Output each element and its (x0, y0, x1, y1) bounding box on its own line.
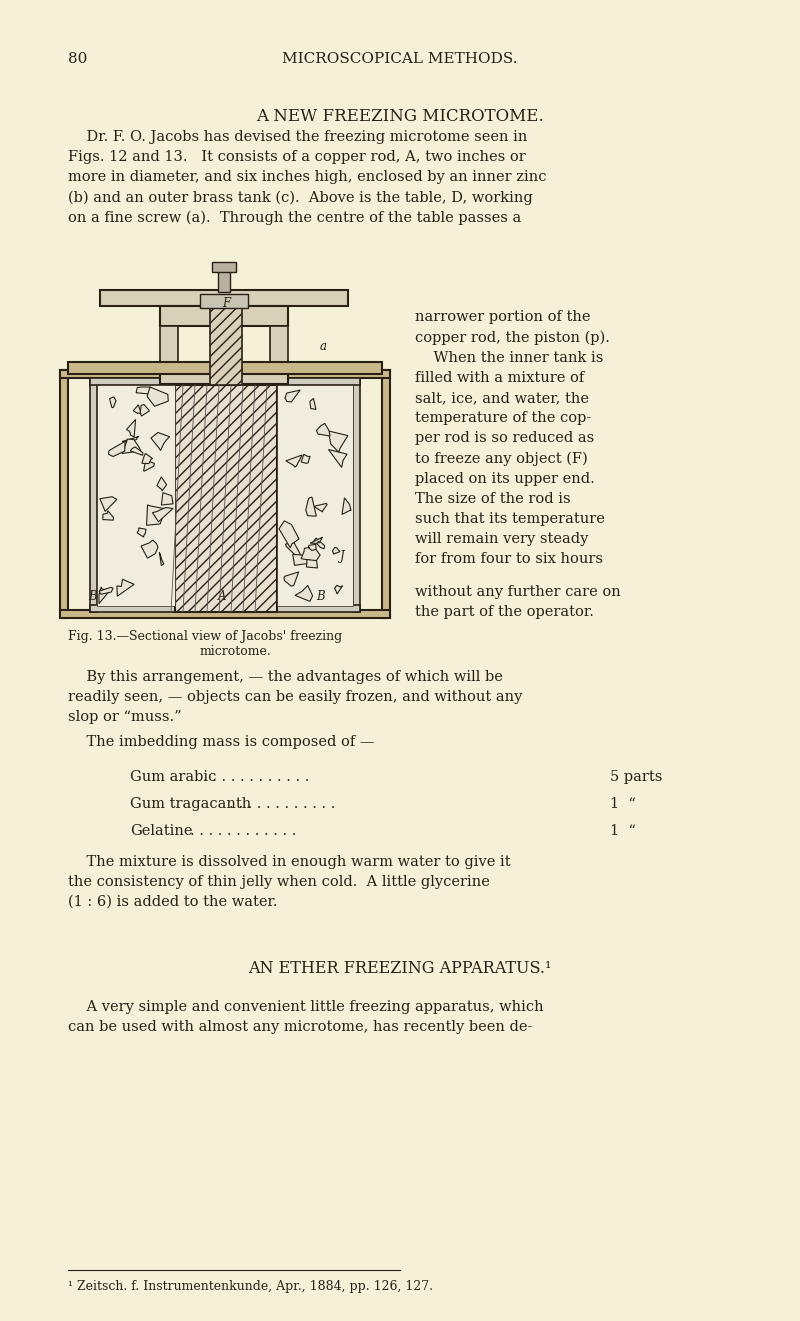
Bar (160, 306, 288, 326)
Text: A very simple and convenient little freezing apparatus, which
can be used with a: A very simple and convenient little free… (68, 1000, 544, 1034)
Polygon shape (110, 396, 116, 408)
Polygon shape (284, 572, 298, 587)
Polygon shape (141, 540, 158, 559)
Polygon shape (122, 439, 141, 453)
Text: Fig. 13.—Sectional view of Jacobs' freezing: Fig. 13.—Sectional view of Jacobs' freez… (68, 630, 342, 643)
Bar (200, 295, 248, 308)
Bar (218, 269, 230, 292)
Polygon shape (143, 458, 154, 472)
Polygon shape (306, 497, 316, 517)
Polygon shape (146, 505, 165, 526)
Polygon shape (136, 387, 152, 394)
Polygon shape (308, 544, 316, 551)
Text: ¹ Zeitsch. f. Instrumentenkunde, Apr., 1884, pp. 126, 127.: ¹ Zeitsch. f. Instrumentenkunde, Apr., 1… (68, 1280, 433, 1293)
Text: without any further care on
the part of the operator.: without any further care on the part of … (415, 585, 621, 620)
Polygon shape (293, 555, 314, 565)
Text: The imbedding mass is composed of —: The imbedding mass is composed of — (68, 734, 374, 749)
Polygon shape (314, 538, 325, 548)
Bar (60, 610, 390, 618)
Bar (55, 285, 395, 625)
Polygon shape (310, 538, 322, 543)
Bar (277, 384, 353, 606)
Text: AN ETHER FREEZING APPARATUS.¹: AN ETHER FREEZING APPARATUS.¹ (248, 960, 552, 978)
Text: Gum tragacanth: Gum tragacanth (130, 797, 251, 811)
Text: A NEW FREEZING MICROTOME.: A NEW FREEZING MICROTOME. (256, 108, 544, 125)
Bar (90, 378, 97, 612)
Text: 1  “: 1 “ (610, 824, 636, 838)
Polygon shape (140, 404, 150, 416)
Polygon shape (102, 511, 114, 520)
Bar (160, 373, 288, 384)
Text: microtome.: microtome. (200, 645, 272, 658)
Polygon shape (328, 431, 348, 452)
Text: . . . . . . . . . . . .: . . . . . . . . . . . . (229, 797, 335, 811)
Text: 1  “: 1 “ (610, 797, 636, 811)
Text: Gelatine: Gelatine (130, 824, 193, 838)
Bar (212, 262, 236, 272)
Bar (60, 370, 390, 378)
Polygon shape (130, 446, 143, 456)
Bar (90, 378, 360, 384)
Polygon shape (99, 588, 113, 594)
Polygon shape (301, 454, 310, 464)
Polygon shape (317, 423, 330, 436)
Bar (100, 291, 348, 306)
Text: The mixture is dissolved in enough warm water to give it
the consistency of thin: The mixture is dissolved in enough warm … (68, 855, 510, 909)
Bar (270, 326, 288, 376)
Bar (68, 362, 382, 374)
Polygon shape (126, 420, 135, 437)
Polygon shape (151, 432, 170, 450)
Text: 5 parts: 5 parts (610, 770, 662, 783)
Polygon shape (314, 503, 327, 513)
Text: narrower portion of the
copper rod, the piston (p).
    When the inner tank is
f: narrower portion of the copper rod, the … (415, 310, 610, 565)
Text: . . . . . . . . . . . .: . . . . . . . . . . . . (203, 770, 310, 783)
Polygon shape (310, 399, 316, 410)
Polygon shape (329, 449, 347, 468)
Text: A: A (218, 590, 226, 602)
Text: 80: 80 (68, 52, 87, 66)
Bar (160, 326, 178, 376)
Text: Gum arabic: Gum arabic (130, 770, 216, 783)
Polygon shape (295, 585, 313, 601)
Polygon shape (117, 580, 134, 596)
Polygon shape (122, 436, 139, 441)
Text: J: J (340, 550, 345, 563)
Polygon shape (342, 498, 351, 514)
Polygon shape (159, 552, 164, 565)
Text: Dr. F. O. Jacobs has devised the freezing microtome seen in
Figs. 12 and 13.   I: Dr. F. O. Jacobs has devised the freezin… (68, 129, 546, 226)
Text: B: B (88, 590, 97, 602)
Polygon shape (137, 528, 146, 538)
Polygon shape (306, 560, 318, 568)
Bar (210, 306, 242, 384)
Text: . . . . . . . . . . . .: . . . . . . . . . . . . (190, 824, 296, 838)
Polygon shape (334, 585, 342, 594)
Polygon shape (99, 587, 110, 604)
Polygon shape (162, 493, 173, 505)
Polygon shape (333, 548, 340, 553)
Polygon shape (279, 520, 299, 548)
Polygon shape (286, 543, 302, 557)
Text: F: F (222, 297, 230, 310)
Polygon shape (134, 404, 142, 413)
Bar (60, 370, 68, 618)
Bar (97, 384, 175, 606)
Bar (90, 605, 360, 612)
Text: MICROSCOPICAL METHODS.: MICROSCOPICAL METHODS. (282, 52, 518, 66)
Polygon shape (109, 441, 125, 457)
Bar (175, 384, 277, 612)
Polygon shape (147, 387, 168, 407)
Polygon shape (153, 507, 173, 522)
Text: B: B (316, 590, 325, 602)
Polygon shape (157, 477, 166, 491)
Text: a: a (320, 339, 327, 353)
Bar (382, 370, 390, 618)
Text: By this arrangement, — the advantages of which will be
readily seen, — objects c: By this arrangement, — the advantages of… (68, 670, 522, 724)
Polygon shape (100, 497, 117, 511)
Bar (353, 378, 360, 612)
Polygon shape (286, 454, 302, 468)
Polygon shape (142, 453, 153, 464)
Polygon shape (285, 390, 300, 402)
Polygon shape (301, 547, 320, 561)
